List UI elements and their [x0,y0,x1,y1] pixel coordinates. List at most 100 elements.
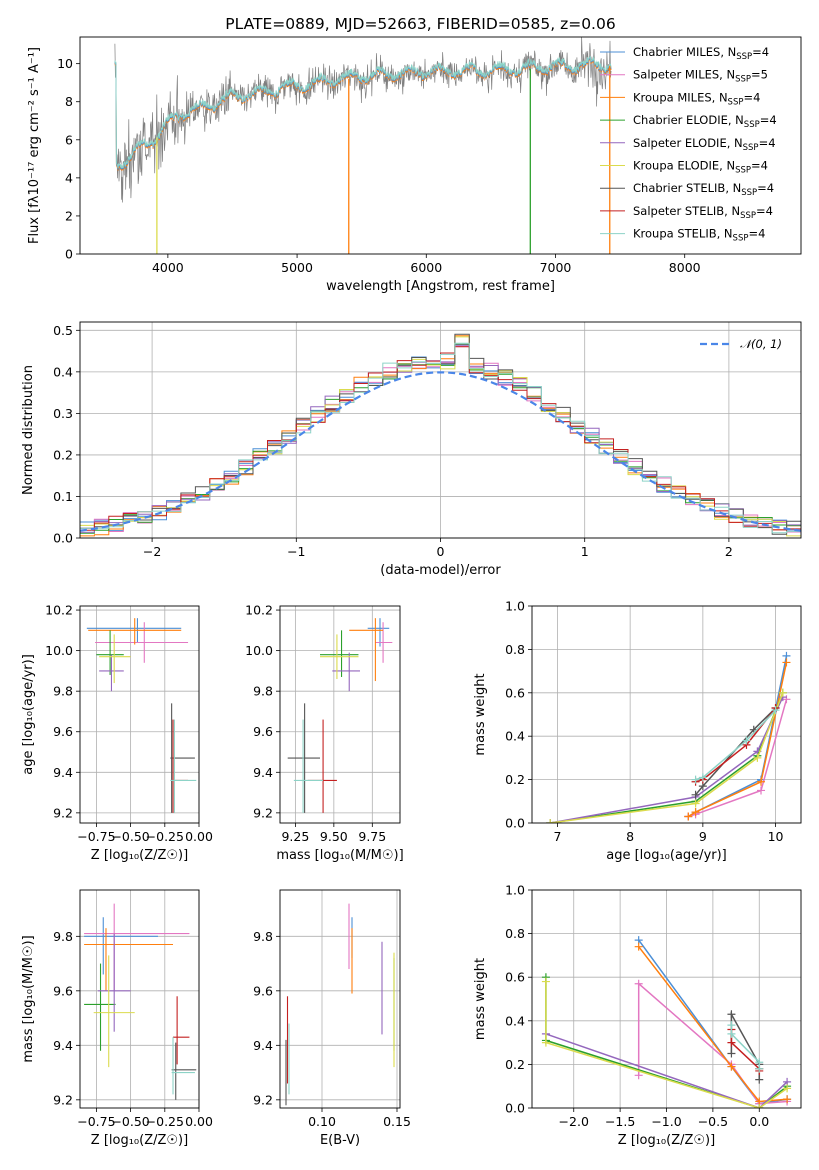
gaussian-curve [80,371,801,532]
y-tick-label: 0 [65,247,73,262]
y-tick-label: 0.0 [505,816,525,831]
plot-area [287,618,393,813]
weight-marker [755,1064,764,1073]
x-tick-label: 0 [437,544,445,559]
weight-line [550,696,784,823]
y-tick-label: 9.6 [53,983,73,998]
x-tick-label: −0.50 [111,829,149,844]
y-tick-label: 9.2 [53,805,73,820]
x-tick-label: 9.75 [358,829,386,844]
plot-area [114,37,612,254]
x-tick-label: −2.0 [559,1114,589,1129]
x-tick-label: 0.0 [749,1114,769,1129]
weight-marker [783,1095,792,1104]
x-axis-label: Z [log₁₀(Z/Z☉)] [91,848,188,863]
weight-marker [771,706,780,715]
legend-label: Kroupa ELODIE, NSSP=4 [633,159,768,176]
axes-frame [279,605,401,824]
weight-marker [634,1071,643,1080]
legend-label-value: =4 [756,204,773,218]
y-axis-label: mass weight [473,958,488,1040]
weight-marker [546,819,555,823]
x-axis-label: Z [log₁₀(Z/Z☉)] [618,1133,715,1148]
weight-marker [727,1062,736,1071]
axes-frame-group: 4000 5000 6000 7000 8000 0 2 4 6 8 10 wavelength [A… [27,15,802,294]
legend-label-subscript: SSP [743,143,759,153]
y-tick-label: 9.2 [253,805,273,820]
legend-label-value: =4 [760,113,777,127]
x-tick-label: 2 [725,544,733,559]
plot-area [285,903,395,1106]
legend: 𝒩(0, 1) [700,337,782,351]
weight-marker [727,1049,736,1058]
y-tick-label: 8 [65,94,73,109]
legend-label-text: Salpeter ELODIE, N [633,136,743,150]
x-axis-label: (data-model)/error [380,563,501,578]
legend-label-value: =4 [748,227,765,241]
y-tick-label: 2 [65,208,73,223]
x-tick-label: −0.5 [698,1114,728,1129]
y-axis-label: Flux [fλ10⁻¹⁷ erg cm⁻² s⁻¹ A⁻¹] [27,47,42,244]
legend-label-subscript: SSP [740,211,756,221]
plot-area [80,333,801,537]
axes-age-vs-mass: 9.25 9.50 9.75 9.2 9.4 9.6 9.8 10.0 10.2 mass [lo… [245,603,404,863]
x-tick-label: −0.75 [77,829,115,844]
legend-label-text: Kroupa ELODIE, N [633,159,735,173]
x-tick-label: −1.0 [651,1114,681,1129]
axes-frame [531,605,802,824]
legend-label: Salpeter MILES, NSSP=5 [633,68,768,85]
legend-label-text: Chabrier STELIB, N [633,181,741,195]
x-tick-label: −0.75 [77,1114,115,1129]
x-axis-label: E(B-V) [320,1133,360,1148]
x-tick-label: 0.00 [185,1114,213,1129]
y-axis-label: age [log₁₀(age/yr)] [21,654,36,775]
legend-label-subscript: SSP [736,52,752,62]
y-tick-label: 0.0 [505,1101,525,1116]
legend-label: Chabrier MILES, NSSP=4 [633,45,769,62]
y-axis-label: mass weight [473,673,488,755]
legend-label: Salpeter STELIB, NSSP=4 [633,204,773,221]
legend-label-text: Kroupa STELIB, N [633,227,733,241]
weight-line [688,699,788,818]
weight-line [545,981,788,1108]
weight-marker [691,775,700,784]
weight-marker [755,1075,764,1084]
legend-label-subscript: SSP [744,120,760,130]
axes-frame [79,36,802,255]
weight-marker [727,1010,736,1019]
x-tick-label: 5000 [281,260,313,275]
weight-marker [783,1084,792,1093]
axes-frame-group: 9.25 9.50 9.75 9.2 9.4 9.6 9.8 10.0 10.2 mass [lo… [245,603,404,863]
y-tick-label: 10 [57,56,73,71]
legend-label-text: Kroupa MILES, N [633,90,728,104]
weight-marker [727,1029,736,1038]
y-tick-label: 1.0 [505,883,525,898]
y-tick-label: 0.2 [505,1057,525,1072]
weight-line [550,692,784,823]
x-tick-label: 9.50 [320,829,348,844]
y-tick-label: 0.0 [53,531,73,546]
legend-label: Chabrier ELODIE, NSSP=4 [633,113,777,130]
legend-label-subscript: SSP [728,97,744,107]
observed-spectrum [114,37,612,203]
axes-mass-vs-Z: −0.75−0.50−0.25 0.00 9.2 9.4 9.6 9.8 Z [log₁₀(… [21,889,213,1148]
axes-frame-group: −2.0 −1.5 −1.0 −0.5 0.0 0.0 0.2 0.4 0.6 0.8 1.0 Z [… [473,883,802,1148]
x-axis-label: wavelength [Angstrom, rest frame] [326,279,555,294]
weight-line [545,1033,788,1108]
x-tick-label: −1 [287,544,305,559]
y-tick-label: 9.6 [253,724,273,739]
legend-label-text: Salpeter MILES, N [633,68,735,82]
weight-marker [541,977,550,986]
y-tick-label: 0.4 [505,1013,525,1028]
weight-marker [727,1038,736,1047]
weight-line [695,707,777,783]
y-tick-label: 9.4 [53,765,73,780]
axes-frame-group: 0.10 0.15 9.2 9.4 9.6 9.8 E(B-V) [253,889,411,1148]
plot-area [84,903,197,1100]
weight-marker [727,1021,736,1030]
y-tick-label: 9.8 [53,929,73,944]
weight-marker [782,658,791,667]
weight-line [695,707,777,796]
legend-label-value: =5 [751,68,768,82]
